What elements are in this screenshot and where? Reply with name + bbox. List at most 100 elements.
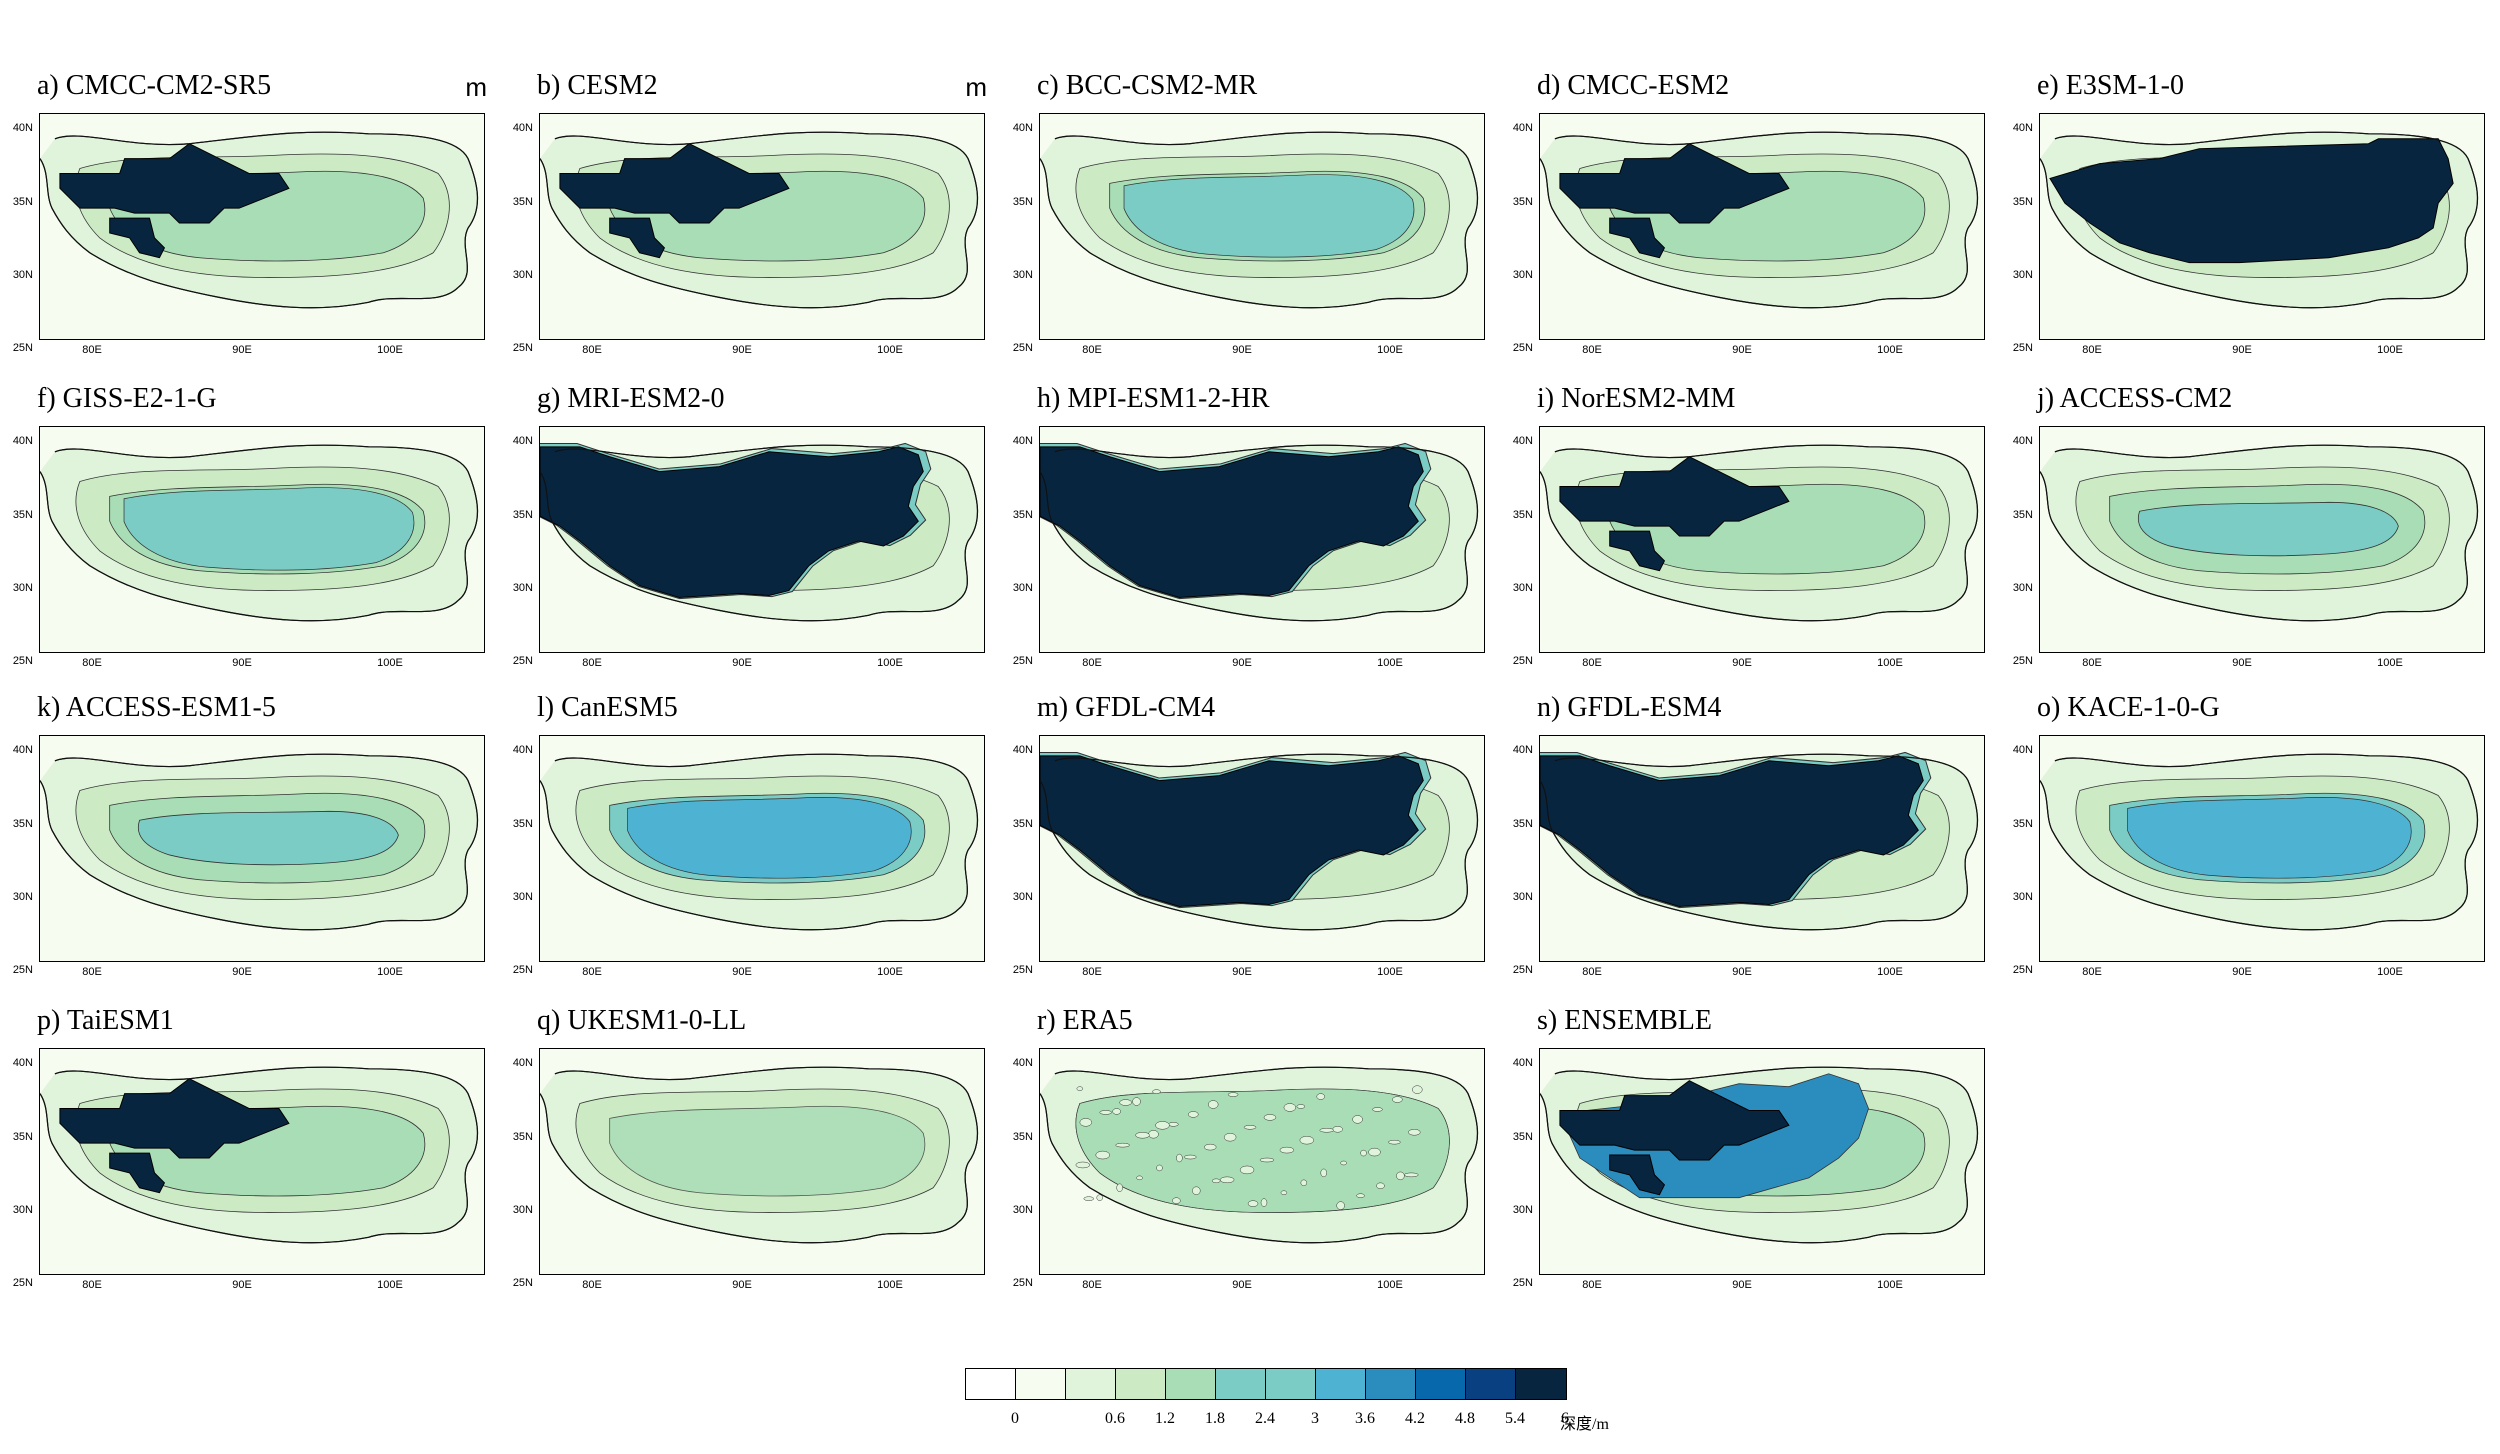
lat-tick-left: 25N [12,964,33,976]
lon-tick: 80E [1082,966,1102,978]
lon-tick: 90E [232,1279,252,1291]
map-panel-d: d) CMCC-ESM2 40N 35N 30N 25N 80E 90E 100E [1513,70,1987,370]
map-panel-k: k) ACCESS-ESM1-5 40N 35N 30N 25N 80E 90E 100E [13,692,487,992]
colorbar-swatch [1166,1369,1216,1399]
lon-tick: 100E [377,344,403,356]
map-panel-g: g) MRI-ESM2-0 40N 35N 30N 25N 80E 90E 100E [513,383,987,683]
lat-tick-left: 40N [1512,122,1533,134]
lat-tick-left: 30N [1012,582,1033,594]
lat-tick-left: 25N [512,964,533,976]
map-plot [1039,113,1485,340]
lat-tick-left: 25N [512,342,533,354]
lon-tick: 80E [582,344,602,356]
lat-tick-left: 35N [512,1131,533,1143]
map-panel-c: c) BCC-CSM2-MR 40N 35N 30N 25N 80E 90E 100E [1013,70,1487,370]
lat-tick-left: 40N [2012,435,2033,447]
lat-tick-left: 35N [1512,1131,1533,1143]
lon-tick: 90E [1232,344,1252,356]
panel-title: d) CMCC-ESM2 [1537,70,1730,101]
lat-tick-left: 25N [12,655,33,667]
panel-title: j) ACCESS-CM2 [2037,383,2233,414]
lon-tick: 100E [1377,1279,1403,1291]
lon-tick: 90E [1232,657,1252,669]
lat-tick-left: 40N [512,435,533,447]
lon-tick: 100E [877,966,903,978]
lon-tick: 90E [1732,966,1752,978]
lat-tick-left: 40N [1012,744,1033,756]
colorbar-tick-label: 4.8 [1455,1410,1475,1427]
lat-tick-left: 40N [1012,1057,1033,1069]
panel-title: f) GISS-E2-1-G [37,383,217,414]
lat-tick-left: 35N [2012,509,2033,521]
lat-tick-left: 25N [1012,1277,1033,1289]
lat-tick-left: 25N [12,342,33,354]
lon-tick: 90E [1732,344,1752,356]
colorbar [965,1368,1567,1400]
panel-title: s) ENSEMBLE [1537,1005,1712,1036]
lat-tick-left: 30N [12,269,33,281]
colorbar-swatch [1066,1369,1116,1399]
lon-tick: 90E [1732,657,1752,669]
lon-tick: 80E [1082,657,1102,669]
colorbar-swatch [1116,1369,1166,1399]
lat-tick-left: 35N [1012,509,1033,521]
colorbar-swatch [1466,1369,1516,1399]
lat-tick-left: 40N [1512,744,1533,756]
lat-tick-left: 30N [1512,269,1533,281]
lat-tick-left: 35N [512,818,533,830]
map-plot [539,426,985,653]
lat-tick-left: 30N [512,269,533,281]
lon-tick: 100E [1377,966,1403,978]
lat-tick-left: 30N [2012,582,2033,594]
map-panel-n: n) GFDL-ESM4 40N 35N 30N 25N 80E 90E 100E [1513,692,1987,992]
lat-tick-left: 30N [1012,891,1033,903]
lat-tick-left: 40N [1012,435,1033,447]
lon-tick: 100E [377,1279,403,1291]
lon-tick: 100E [1877,1279,1903,1291]
colorbar-tick-label: 3.6 [1355,1410,1375,1427]
lon-tick: 100E [877,344,903,356]
lat-tick-left: 30N [512,1204,533,1216]
lon-tick: 100E [2377,657,2403,669]
lon-tick: 80E [82,657,102,669]
map-plot [2039,426,2485,653]
lat-tick-left: 40N [12,1057,33,1069]
lon-tick: 100E [2377,966,2403,978]
map-panel-j: j) ACCESS-CM2 40N 35N 30N 25N 80E 90E 100E [2013,383,2487,683]
lon-tick: 90E [1732,1279,1752,1291]
lon-tick: 80E [82,344,102,356]
colorbar-tick-label: 2.4 [1255,1410,1275,1427]
lon-tick: 80E [1082,1279,1102,1291]
map-panel-q: q) UKESM1-0-LL 40N 35N 30N 25N 80E 90E 100E [513,1005,987,1305]
lat-tick-left: 30N [1512,582,1533,594]
lat-tick-left: 25N [1012,655,1033,667]
map-plot [1039,735,1485,962]
lon-tick: 90E [2232,344,2252,356]
lat-tick-left: 40N [2012,744,2033,756]
map-panel-l: l) CanESM5 40N 35N 30N 25N 80E 90E 100E [513,692,987,992]
panel-title: b) CESM2 [537,70,658,101]
colorbar-swatch [966,1369,1016,1399]
colorbar-tick-label: 5.4 [1505,1410,1525,1427]
lon-tick: 80E [582,1279,602,1291]
colorbar-tick-label: 1.2 [1155,1410,1175,1427]
panel-title: o) KACE-1-0-G [2037,692,2220,723]
lat-tick-left: 35N [1012,196,1033,208]
colorbar-swatch [1516,1369,1566,1399]
lat-tick-left: 25N [1512,1277,1533,1289]
map-panel-b: b) CESM2 m 40N 35N 30N 25N 80E 90E 100E [513,70,987,370]
map-plot [1539,735,1985,962]
lon-tick: 90E [232,344,252,356]
map-plot [1539,1048,1985,1275]
lon-tick: 80E [82,966,102,978]
map-plot [39,113,485,340]
panel-title: c) BCC-CSM2-MR [1037,70,1258,101]
map-panel-a: a) CMCC-CM2-SR5 m 40N 35N 30N 25N 80E 90E 100E [13,70,487,370]
lon-tick: 100E [877,657,903,669]
lat-tick-left: 35N [12,196,33,208]
lat-tick-left: 40N [512,744,533,756]
lat-tick-left: 35N [2012,818,2033,830]
lat-tick-left: 40N [12,435,33,447]
lat-tick-left: 30N [2012,269,2033,281]
panel-title: n) GFDL-ESM4 [1537,692,1722,723]
